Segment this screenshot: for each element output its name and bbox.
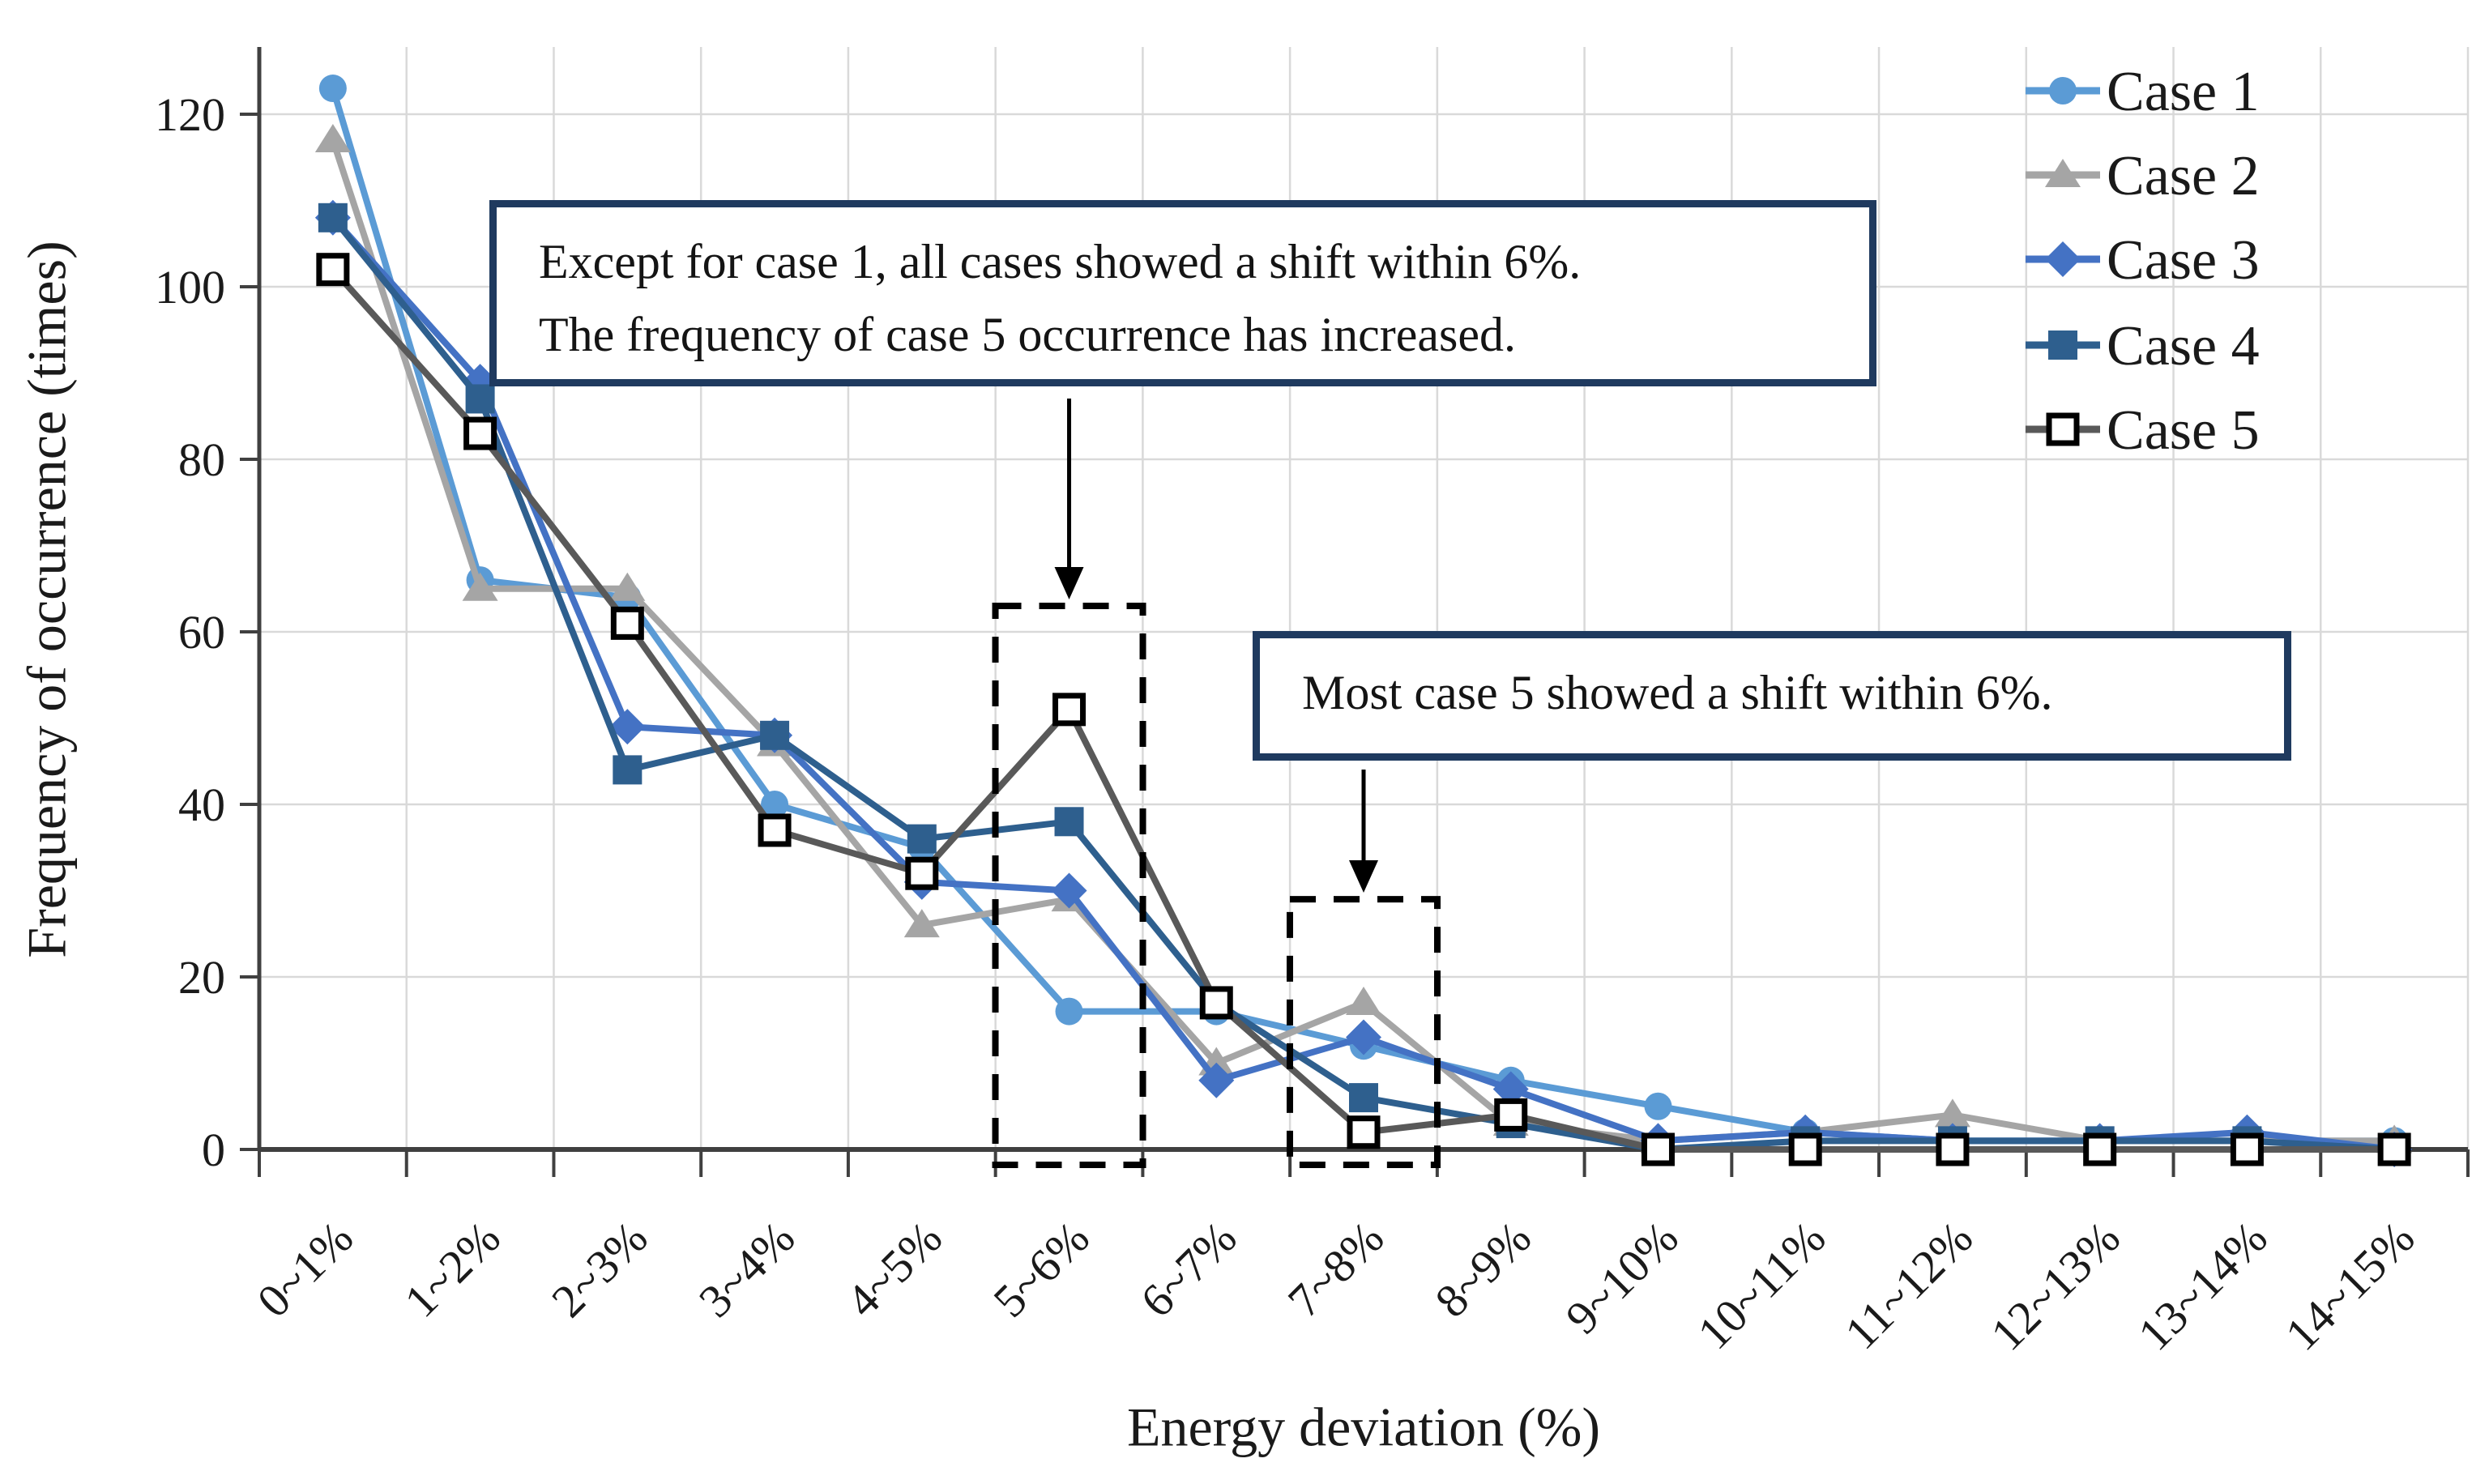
series-case-5-marker (2083, 1132, 2117, 1166)
x-tick-label: 1~2% (394, 1211, 510, 1327)
highlight-boxes (992, 603, 1441, 1169)
arrow-to-5-6-head (1054, 567, 1084, 599)
series-case-4-marker (613, 755, 643, 785)
series-case-4-marker (760, 720, 790, 750)
series-case-5-marker (1494, 1098, 1528, 1132)
series-case-2-marker (462, 572, 498, 601)
annotation-arrows (1054, 399, 1378, 893)
x-tick-label: 13~14% (2128, 1211, 2277, 1360)
series-case-2-marker (609, 572, 646, 601)
series-case-3-marker (1492, 1071, 1529, 1107)
series-case-2-marker (1934, 1098, 1970, 1128)
series-case-3-marker (1346, 1019, 1381, 1055)
legend-item-case-3-marker (2045, 241, 2081, 277)
series-case-5-marker (905, 856, 939, 890)
x-tick-label: 5~6% (983, 1211, 1099, 1327)
arrow-to-7-8-head (1349, 860, 1378, 893)
x-tick-label: 3~4% (689, 1211, 805, 1327)
annotation-1-line-2: The frequency of case 5 occurrence has i… (539, 308, 1516, 361)
legend-item-case-1: Case 1 (2026, 61, 2260, 123)
series-case-4-marker (1054, 807, 1084, 837)
legend-item-case-5: Case 5 (2026, 399, 2260, 462)
annotation-1-line-1: Except for case 1, all cases showed a sh… (539, 235, 1582, 288)
series-case-5-marker (758, 813, 792, 847)
series-case-5-marker (1199, 986, 1233, 1020)
x-tick-label: 9~10% (1556, 1211, 1689, 1344)
series-case-5-marker (316, 253, 350, 287)
legend-item-case-4: Case 4 (2026, 315, 2260, 377)
series-case-5 (316, 253, 2411, 1166)
x-tick-label: 12~13% (1981, 1211, 2130, 1360)
legend-item-case-3: Case 3 (2026, 229, 2260, 292)
series-case-5-marker (2377, 1132, 2411, 1166)
legend: Case 1 Case 2 Case 3 Case 4 Case 5 (2026, 61, 2260, 462)
legend-label: Case 1 (2107, 61, 2260, 123)
series-case-5-marker (1347, 1115, 1381, 1149)
series-case-2-marker (1346, 986, 1381, 1015)
series-case-1-marker (761, 791, 789, 818)
series-case-5-marker (2230, 1132, 2264, 1166)
series-case-1-marker (1644, 1092, 1672, 1120)
series-case-1-marker (1055, 997, 1083, 1026)
y-tick-label: 20 (178, 951, 225, 1004)
annotation-2-line-1: Most case 5 showed a shift within 6%. (1302, 666, 2053, 719)
series-case-2-marker (903, 909, 940, 938)
legend-item-case-4-marker (2048, 330, 2077, 360)
series-case-5-marker (463, 416, 497, 450)
legend-item-case-2: Case 2 (2026, 145, 2260, 207)
legend-label: Case 3 (2107, 229, 2260, 292)
x-tick-label: 14~15% (2275, 1211, 2424, 1360)
y-axis-title: Frequency of occurrence (times) (15, 241, 78, 958)
series-case-4-marker (318, 203, 348, 232)
x-tick-label: 0~1% (247, 1211, 363, 1327)
series-case-3-marker (1198, 1062, 1235, 1098)
series-case-5-marker (1936, 1132, 1970, 1166)
y-tick-label: 40 (178, 778, 225, 831)
x-tick-label: 11~12% (1834, 1211, 1983, 1359)
legend-label: Case 4 (2107, 315, 2260, 377)
series-case-2-marker (314, 123, 351, 152)
series-case-4-marker (1349, 1083, 1378, 1113)
y-tick-label: 120 (155, 88, 225, 141)
series-case-5-marker (1788, 1132, 1822, 1166)
x-tick-label: 6~7% (1130, 1211, 1246, 1327)
y-tick-label: 0 (202, 1124, 225, 1176)
series-case-5-marker (1641, 1132, 1675, 1166)
series-case-3-marker (609, 709, 646, 745)
y-tick-label: 80 (178, 433, 225, 486)
series-case-5-marker (610, 606, 644, 640)
x-tick-label: 4~5% (836, 1211, 952, 1327)
annotation-box-1: Except for case 1, all cases showed a sh… (489, 200, 1876, 386)
series-case-4-marker (907, 824, 937, 854)
y-tick-label: 60 (178, 606, 225, 659)
series-case-1-marker (318, 75, 347, 103)
legend-item-case-2-marker (2045, 159, 2081, 187)
legend-item-case-5-marker (2046, 412, 2080, 446)
y-tick-label: 100 (155, 261, 225, 313)
x-axis-title: Energy deviation (%) (1126, 1396, 1601, 1458)
legend-label: Case 2 (2107, 145, 2260, 207)
x-tick-label: 2~3% (541, 1211, 657, 1327)
series-case-3-marker (1051, 872, 1087, 909)
dashed-highlight-box-2 (1287, 896, 1441, 1169)
x-tick-label: 7~8% (1278, 1211, 1394, 1327)
series-case-4-marker (465, 384, 495, 414)
legend-label: Case 5 (2107, 399, 2260, 462)
x-tick-label: 10~11% (1688, 1211, 1836, 1359)
x-tick-label: 8~9% (1425, 1211, 1541, 1327)
annotation-box-2: Most case 5 showed a shift within 6%. (1253, 631, 2291, 761)
legend-item-case-1-marker (2049, 77, 2077, 104)
series-case-5-marker (1052, 693, 1087, 727)
